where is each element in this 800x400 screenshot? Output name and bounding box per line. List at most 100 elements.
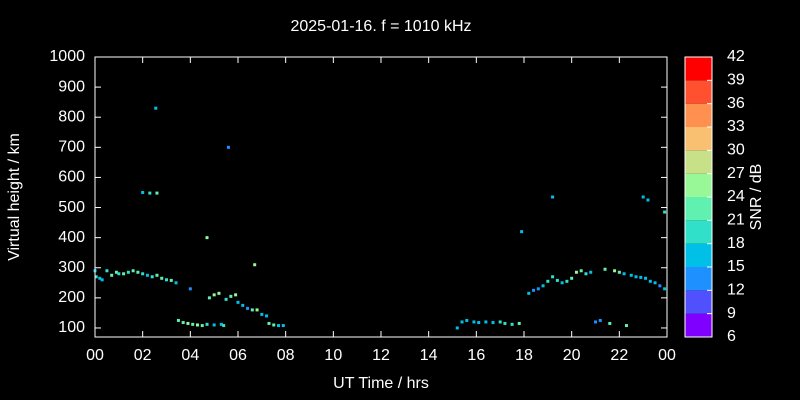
plot-frame <box>94 56 668 338</box>
data-point <box>455 326 459 330</box>
data-point <box>527 291 531 295</box>
data-point <box>253 263 257 267</box>
x-tick-label: 20 <box>563 347 581 364</box>
data-point <box>579 269 583 273</box>
data-point <box>460 320 464 324</box>
data-point <box>207 296 211 300</box>
data-point <box>205 322 209 326</box>
data-point <box>212 293 216 297</box>
colorbar-tick-label: 42 <box>727 48 745 65</box>
data-point <box>574 270 578 274</box>
data-point <box>219 322 223 326</box>
x-tick-label: 12 <box>372 347 390 364</box>
data-point <box>536 287 540 291</box>
colorbar-tick-label: 15 <box>727 258 745 275</box>
colorbar-tick-label: 12 <box>727 282 745 299</box>
data-point <box>546 279 550 283</box>
colorbar-segment <box>685 57 712 81</box>
y-tick-label: 400 <box>58 229 85 246</box>
colorbar-tick-label: 36 <box>727 95 745 112</box>
data-point <box>608 321 612 325</box>
data-point <box>141 190 145 194</box>
colorbar-segment <box>685 80 712 104</box>
data-point <box>131 269 135 273</box>
x-tick-label: 00 <box>86 347 104 364</box>
colorbar-tick-label: 9 <box>727 305 736 322</box>
data-point <box>624 324 628 328</box>
x-tick-label: 16 <box>467 347 485 364</box>
data-point <box>150 275 154 279</box>
data-point <box>653 281 657 285</box>
x-tick-label: 04 <box>181 347 199 364</box>
data-point <box>648 279 652 283</box>
x-tick-label: 10 <box>324 347 342 364</box>
data-point <box>272 323 276 327</box>
y-tick-label: 800 <box>58 108 85 125</box>
data-point <box>117 272 121 276</box>
data-point <box>532 288 536 292</box>
data-point <box>181 321 185 325</box>
y-tick-label: 500 <box>58 199 85 216</box>
data-point <box>520 230 524 234</box>
data-point <box>246 306 250 310</box>
colorbar-segment <box>685 103 712 127</box>
colorbar-segment <box>685 290 712 314</box>
data-point <box>465 318 469 322</box>
data-point <box>100 278 104 282</box>
data-point <box>241 303 245 307</box>
data-point <box>498 320 502 324</box>
data-point <box>126 270 130 274</box>
data-point <box>613 269 617 273</box>
data-point <box>570 276 574 280</box>
y-tick-label: 200 <box>58 289 85 306</box>
data-point <box>176 318 180 322</box>
colorbar-tick-label: 39 <box>727 72 745 89</box>
data-point <box>589 270 593 274</box>
data-point <box>224 297 228 301</box>
data-point <box>136 270 140 274</box>
data-point <box>598 318 602 322</box>
y-tick-label: 100 <box>58 319 85 336</box>
colorbar-segment <box>685 173 712 197</box>
data-point <box>250 308 254 312</box>
data-point <box>560 281 564 285</box>
colorbar-tick-label: 6 <box>727 328 736 345</box>
data-point <box>169 278 173 282</box>
data-point <box>155 191 159 195</box>
data-point <box>551 195 555 199</box>
data-point <box>188 287 192 291</box>
data-point <box>186 321 190 325</box>
data-point <box>200 324 204 328</box>
colorbar-segment <box>685 243 712 267</box>
data-point <box>154 106 158 110</box>
colorbar-segment <box>685 313 712 337</box>
data-point <box>222 324 226 328</box>
data-point <box>94 275 98 279</box>
colorbar-tick-label: 27 <box>727 165 745 182</box>
y-tick-label: 600 <box>58 169 85 186</box>
x-tick-label: 02 <box>134 347 152 364</box>
data-point <box>639 275 643 279</box>
data-point <box>541 284 545 288</box>
colorbar-segment <box>685 197 712 221</box>
x-tick-label: 14 <box>420 347 438 364</box>
data-point <box>160 276 164 280</box>
data-point <box>260 312 264 316</box>
x-tick-label: 22 <box>610 347 628 364</box>
data-point <box>234 293 238 297</box>
x-tick-label: 06 <box>229 347 247 364</box>
colorbar-segment <box>685 220 712 244</box>
y-tick-label: 300 <box>58 259 85 276</box>
data-point <box>644 276 648 280</box>
colorbar-segment <box>685 150 712 174</box>
data-point <box>565 279 569 283</box>
data-point <box>484 320 488 324</box>
x-axis-label: UT Time / hrs <box>333 375 429 392</box>
data-point <box>603 267 607 271</box>
data-point <box>617 270 621 274</box>
data-point <box>217 291 221 295</box>
data-point <box>551 275 555 279</box>
data-point <box>141 272 145 276</box>
